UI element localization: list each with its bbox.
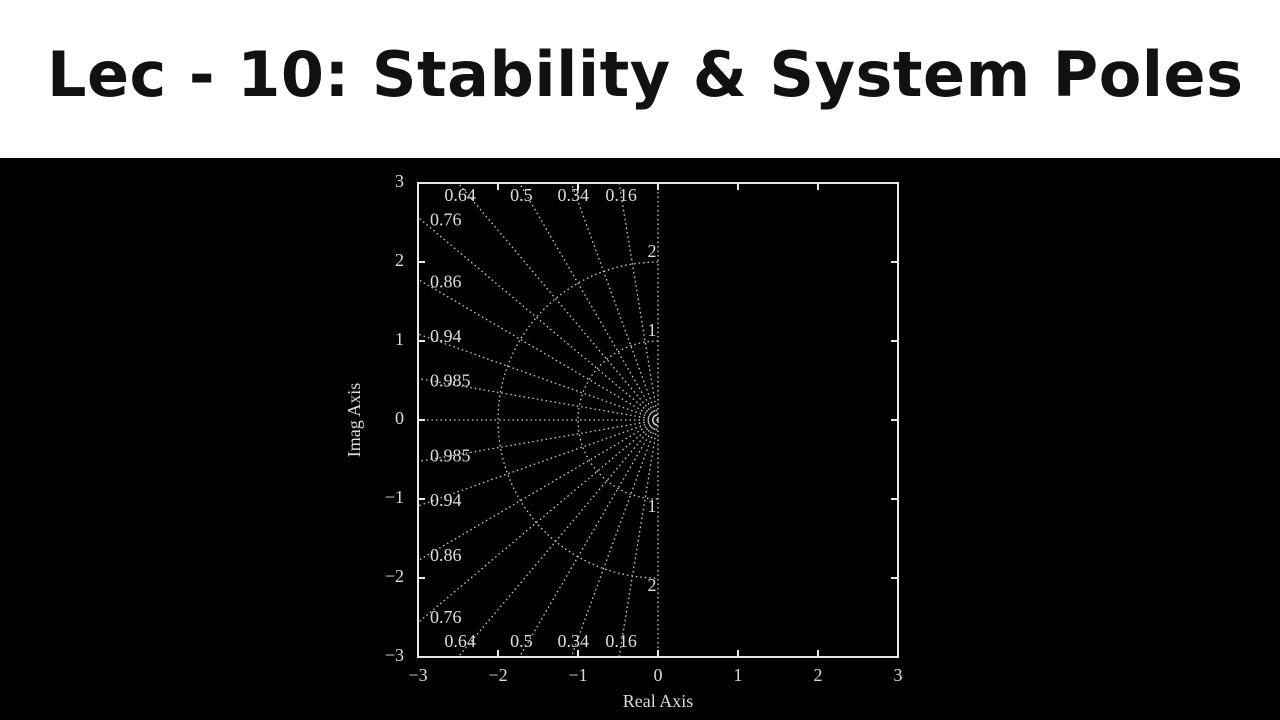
grid [418, 183, 659, 657]
y-tick-label: 2 [395, 250, 404, 270]
x-tick-label: 2 [814, 665, 823, 685]
damping-label: 0.76 [430, 607, 462, 627]
x-tick-label: −1 [568, 665, 587, 685]
x-axis-label: Real Axis [623, 691, 694, 711]
damping-label: 0.34 [557, 185, 589, 205]
damping-label: 0.985 [430, 446, 471, 466]
header: Lec - 10: Stability & System Poles [0, 0, 1280, 158]
damping-line [418, 419, 659, 624]
damping-label: 0.94 [430, 490, 462, 510]
damping-label: 0.985 [430, 371, 471, 391]
damping-label: 0.16 [605, 185, 637, 205]
slide-title: Lec - 10: Stability & System Poles [47, 38, 1244, 111]
damping-line [418, 333, 659, 421]
x-tick-label: −3 [408, 665, 427, 685]
damping-line [418, 419, 659, 463]
y-tick-label: 1 [395, 329, 404, 349]
frequency-label: 2 [648, 241, 657, 261]
frequency-arc [497, 261, 659, 579]
damping-line [418, 419, 659, 562]
frequency-arc [577, 340, 659, 500]
damping-label: 0.34 [557, 631, 589, 651]
damping-label: 0.76 [430, 209, 462, 229]
frequency-label: 1 [648, 320, 657, 340]
damping-label: 0.5 [510, 185, 533, 205]
damping-line [618, 183, 659, 421]
y-tick-label: 3 [395, 171, 404, 191]
damping-line [570, 183, 659, 421]
damping-line [618, 419, 659, 657]
damping-line [518, 419, 659, 657]
damping-line [570, 419, 659, 657]
damping-line [418, 419, 659, 507]
y-tick-label: −3 [385, 645, 404, 665]
damping-label: 0.86 [430, 271, 462, 291]
y-tick-label: 0 [395, 408, 404, 428]
frequency-label: 2 [648, 575, 657, 595]
x-tick-label: 1 [734, 665, 743, 685]
damping-label: 0.64 [444, 185, 476, 205]
damping-line [457, 183, 659, 421]
damping-label: 0.94 [430, 326, 462, 346]
x-tick-label: 3 [894, 665, 903, 685]
damping-line [418, 377, 659, 421]
damping-line [457, 419, 659, 657]
damping-line [518, 183, 659, 421]
damping-label: 0.5 [510, 631, 533, 651]
damping-label: 0.64 [444, 631, 476, 651]
chart: Real Axis Imag Axis −3 −2 −1 0 1 2 3 −3 −2 −1 0 1 2 3… [344, 171, 903, 711]
x-tick-label: 0 [654, 665, 663, 685]
y-tick-label: −2 [385, 566, 404, 586]
damping-line [418, 278, 659, 421]
damping-label: 0.16 [605, 631, 637, 651]
frequency-label: 1 [648, 496, 657, 516]
y-axis-label: Imag Axis [344, 383, 364, 458]
damping-line [418, 216, 659, 421]
damping-label: 0.86 [430, 545, 462, 565]
x-tick-label: −2 [488, 665, 507, 685]
y-tick-label: −1 [385, 487, 404, 507]
